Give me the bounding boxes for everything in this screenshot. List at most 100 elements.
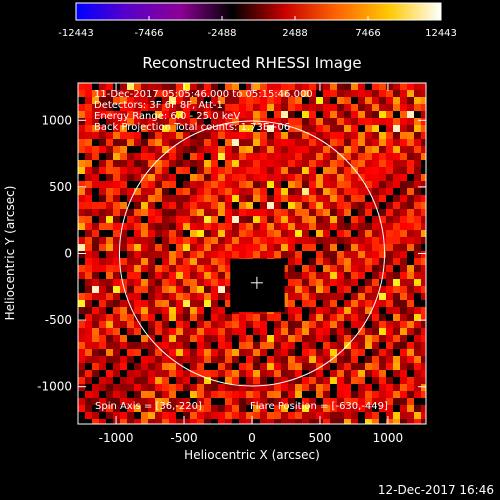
- heatmap-cell: [85, 300, 92, 307]
- heatmap-cell: [218, 111, 225, 118]
- heatmap-cell: [295, 328, 302, 335]
- heatmap-cell: [421, 258, 426, 265]
- heatmap-cell: [197, 286, 204, 293]
- heatmap-cell: [204, 139, 211, 146]
- heatmap-cell: [169, 335, 176, 342]
- heatmap-cell: [246, 237, 253, 244]
- heatmap-cell: [232, 167, 239, 174]
- heatmap-cell: [225, 384, 232, 391]
- heatmap-cell: [323, 272, 330, 279]
- heatmap-cell: [295, 146, 302, 153]
- heatmap-cell: [337, 356, 344, 363]
- heatmap-cell: [162, 237, 169, 244]
- heatmap-cell: [134, 328, 141, 335]
- heatmap-cell: [379, 146, 386, 153]
- heatmap-cell: [386, 272, 393, 279]
- heatmap-cell: [337, 174, 344, 181]
- heatmap-cell: [148, 335, 155, 342]
- heatmap-cell: [316, 181, 323, 188]
- heatmap-cell: [288, 419, 295, 424]
- heatmap-cell: [176, 258, 183, 265]
- heatmap-cell: [407, 300, 414, 307]
- heatmap-cell: [302, 118, 309, 125]
- heatmap-cell: [372, 279, 379, 286]
- heatmap-cell: [155, 419, 162, 424]
- heatmap-cell: [197, 209, 204, 216]
- heatmap-cell: [379, 349, 386, 356]
- heatmap-cell: [288, 111, 295, 118]
- heatmap-cell: [92, 265, 99, 272]
- heatmap-cell: [309, 181, 316, 188]
- heatmap-cell: [169, 90, 176, 97]
- heatmap-cell: [211, 272, 218, 279]
- heatmap-cell: [393, 279, 400, 286]
- heatmap-cell: [281, 244, 288, 251]
- heatmap-cell: [393, 174, 400, 181]
- heatmap-cell: [148, 300, 155, 307]
- heatmap-cell: [141, 377, 148, 384]
- heatmap-cell: [316, 328, 323, 335]
- heatmap-cell: [197, 251, 204, 258]
- heatmap-cell: [162, 181, 169, 188]
- heatmap-cell: [162, 202, 169, 209]
- heatmap-cell: [330, 293, 337, 300]
- heatmap-cell: [155, 300, 162, 307]
- heatmap-cell: [393, 272, 400, 279]
- heatmap-cell: [169, 265, 176, 272]
- heatmap-cell: [225, 125, 232, 132]
- heatmap-cell: [113, 405, 120, 412]
- heatmap-cell: [225, 412, 232, 419]
- heatmap-cell: [302, 286, 309, 293]
- heatmap-cell: [92, 293, 99, 300]
- heatmap-cell: [113, 195, 120, 202]
- heatmap-cell: [316, 391, 323, 398]
- heatmap-cell: [330, 209, 337, 216]
- heatmap-cell: [120, 391, 127, 398]
- heatmap-cell: [316, 272, 323, 279]
- heatmap-cell: [414, 146, 421, 153]
- heatmap-cell: [372, 188, 379, 195]
- heatmap-cell: [148, 398, 155, 405]
- heatmap-cell: [218, 258, 225, 265]
- heatmap-cell: [141, 251, 148, 258]
- heatmap-cell: [246, 335, 253, 342]
- heatmap-cell: [176, 321, 183, 328]
- heatmap-cell: [239, 363, 246, 370]
- heatmap-cell: [379, 216, 386, 223]
- heatmap-cell: [113, 307, 120, 314]
- heatmap-cell: [351, 146, 358, 153]
- heatmap-cell: [295, 321, 302, 328]
- heatmap-cell: [253, 104, 260, 111]
- heatmap-cell: [267, 174, 274, 181]
- heatmap-cell: [204, 146, 211, 153]
- heatmap-cell: [309, 223, 316, 230]
- heatmap-cell: [190, 188, 197, 195]
- heatmap-cell: [127, 223, 134, 230]
- heatmap-cell: [225, 293, 232, 300]
- heatmap-cell: [141, 286, 148, 293]
- heatmap-cell: [225, 300, 232, 307]
- heatmap-cell: [190, 125, 197, 132]
- heatmap-cell: [218, 405, 225, 412]
- heatmap-cell: [302, 223, 309, 230]
- heatmap-cell: [218, 97, 225, 104]
- heatmap-cell: [400, 125, 407, 132]
- heatmap-cell: [365, 209, 372, 216]
- heatmap-cell: [407, 384, 414, 391]
- heatmap-cell: [302, 146, 309, 153]
- heatmap-cell: [295, 90, 302, 97]
- heatmap-cell: [421, 377, 426, 384]
- heatmap-cell: [246, 195, 253, 202]
- heatmap-cell: [274, 160, 281, 167]
- heatmap-cell: [330, 279, 337, 286]
- heatmap-cell: [351, 391, 358, 398]
- colorbar-tick-label: 12443: [425, 28, 457, 39]
- heatmap-cell: [162, 125, 169, 132]
- heatmap-cell: [407, 202, 414, 209]
- heatmap-cell: [330, 125, 337, 132]
- heatmap-cell: [204, 356, 211, 363]
- heatmap-cell: [414, 405, 421, 412]
- heatmap-cell: [260, 111, 267, 118]
- footer-timestamp: 12-Dec-2017 16:46: [378, 483, 494, 497]
- heatmap-cell: [372, 146, 379, 153]
